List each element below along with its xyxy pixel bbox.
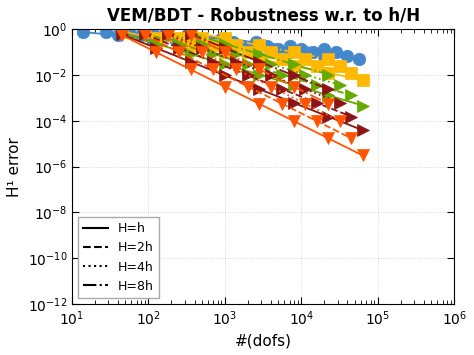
X-axis label: #(dofs): #(dofs) <box>235 333 292 348</box>
Legend: H=h, H=2h, H=4h, H=8h: H=h, H=2h, H=4h, H=8h <box>78 217 159 298</box>
Y-axis label: H¹ error: H¹ error <box>7 137 22 197</box>
Title: VEM/BDT - Robustness w.r. to h/H: VEM/BDT - Robustness w.r. to h/H <box>107 7 420 25</box>
